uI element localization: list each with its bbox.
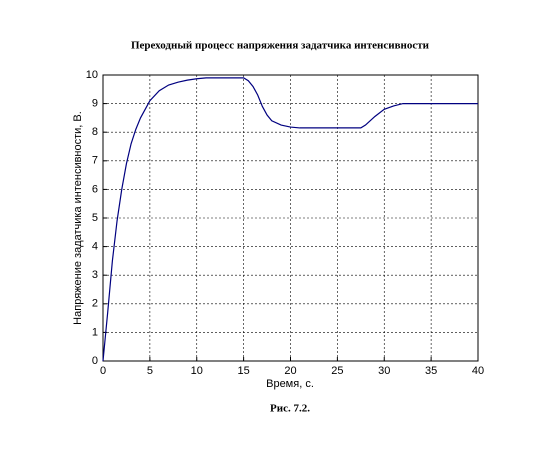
y-tick-label: 3 — [92, 269, 98, 281]
x-tick-label: 15 — [238, 365, 250, 377]
y-tick-label: 10 — [86, 69, 98, 81]
y-tick-label: 9 — [92, 98, 98, 110]
x-tick-label: 0 — [100, 365, 106, 377]
x-tick-label: 40 — [472, 365, 484, 377]
y-tick-label: 1 — [92, 326, 98, 338]
x-tick-label: 35 — [425, 365, 437, 377]
y-tick-label: 2 — [92, 298, 98, 310]
y-tick-label: 8 — [92, 126, 98, 138]
x-tick-label: 5 — [147, 365, 153, 377]
y-tick-label: 5 — [92, 212, 98, 224]
chart-title: Переходный процесс напряжения задатчика … — [131, 40, 430, 52]
x-tick-label: 10 — [191, 365, 203, 377]
x-axis-label: Время, с. — [266, 378, 314, 390]
x-tick-label: 20 — [284, 365, 296, 377]
plot-frame — [102, 74, 479, 362]
y-tick-label: 6 — [92, 183, 98, 195]
y-tick-label: 0 — [92, 355, 98, 367]
x-tick-label: 30 — [378, 365, 390, 377]
data-line — [102, 77, 478, 362]
x-tick-label: 25 — [331, 365, 343, 377]
caption: Рис. 7.2. — [270, 403, 310, 415]
y-tick-label: 4 — [92, 241, 98, 253]
y-axis-label: Напряжение задатчика интенсивности, В. — [72, 111, 84, 325]
y-tick-label: 7 — [92, 155, 98, 167]
